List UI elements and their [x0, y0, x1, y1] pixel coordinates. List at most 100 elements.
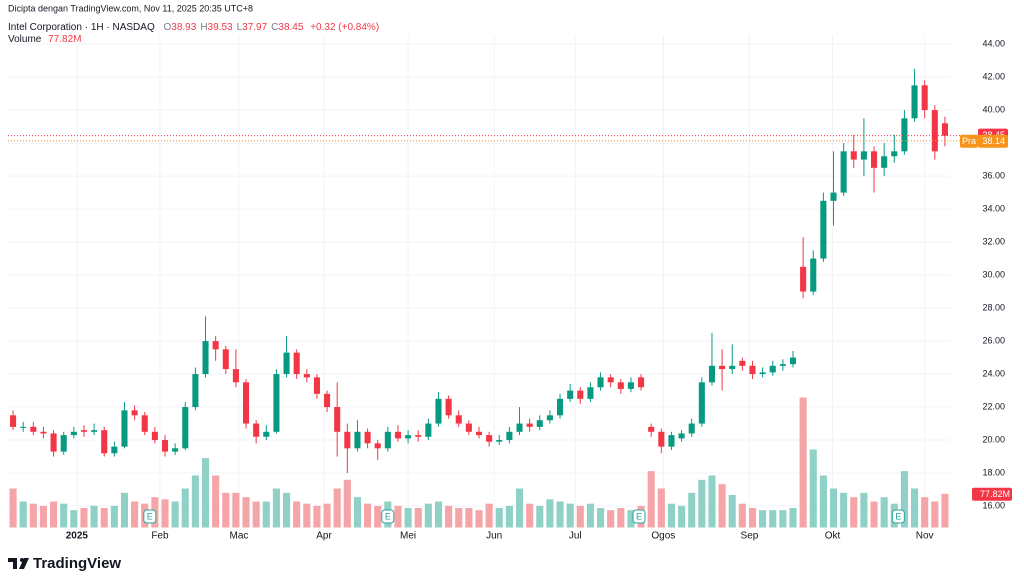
volume-bar — [667, 503, 675, 528]
volume-bar — [212, 475, 220, 528]
candle-body — [850, 151, 857, 160]
volume-bar — [110, 505, 118, 528]
candle-body — [668, 435, 675, 447]
candle-body — [536, 420, 543, 427]
earnings-badge — [381, 509, 395, 524]
volume-bar — [536, 505, 544, 528]
candle-body — [20, 426, 27, 428]
x-tick-label: Jul — [569, 531, 582, 542]
candle-body — [941, 123, 948, 136]
x-tick-label: Okt — [825, 531, 841, 542]
candle-body — [617, 382, 624, 389]
candle-body — [283, 352, 290, 375]
candle-body — [10, 415, 17, 427]
candle-body — [516, 423, 523, 432]
volume-bar — [769, 510, 777, 528]
candle-body — [840, 151, 847, 193]
volume-bar — [272, 488, 280, 528]
volume-bar — [424, 503, 432, 528]
x-tick-label: 2025 — [66, 531, 89, 542]
volume-bar — [515, 488, 524, 528]
volume-bar — [262, 501, 270, 528]
candle-body — [50, 433, 57, 452]
y-tick-label: 28.00 — [982, 302, 1005, 312]
volume-bar — [546, 499, 554, 528]
volume-bar — [921, 497, 929, 528]
ohlc-key: H — [200, 22, 207, 33]
candle-body — [779, 364, 786, 366]
y-tick-label: 36.00 — [982, 170, 1005, 180]
volume-title: Volume — [8, 34, 42, 45]
y-tick-label: 26.00 — [982, 335, 1005, 345]
volume-value: 77.82M — [48, 34, 81, 45]
credit: Dicipta dengan TradingView.com, Nov 11, … — [8, 3, 253, 13]
candle-body — [455, 415, 462, 424]
y-tick-label: 18.00 — [982, 467, 1005, 477]
volume-bar — [475, 510, 483, 528]
logo: TradingView — [8, 555, 121, 572]
candle-body — [30, 426, 37, 432]
candle-body — [698, 382, 705, 424]
volume-bar — [191, 475, 199, 528]
earnings-badge — [891, 509, 905, 524]
volume-bar — [850, 497, 858, 528]
volume-bar — [819, 475, 827, 528]
candle-body — [151, 431, 158, 441]
ohlc-value: 37.97 — [242, 22, 267, 33]
candle-body — [921, 85, 928, 111]
y-tick-label: 24.00 — [982, 368, 1005, 378]
candle-body — [506, 431, 513, 441]
candle-body — [263, 431, 270, 437]
candle-body — [638, 377, 645, 388]
candle-body — [658, 431, 665, 447]
premarket-tag-box — [960, 134, 978, 148]
volume-bar — [809, 449, 817, 528]
candle-body — [222, 349, 229, 370]
volume-bar — [434, 501, 443, 528]
volume-bar — [283, 492, 291, 528]
premarket-tag: Pra — [962, 136, 976, 146]
volume-bar — [647, 471, 655, 528]
y-tick-label: 22.00 — [982, 401, 1005, 411]
volume-bar — [627, 510, 635, 528]
axes: 16.00 18.00 20.00 22.00 24.00 26.00 28.00 30.00… — [8, 38, 1012, 542]
candle-body — [384, 431, 391, 449]
volume-bar — [657, 488, 665, 528]
candle-body — [719, 365, 726, 370]
candle-body — [810, 258, 817, 292]
candle-body — [546, 415, 553, 421]
volume-bar — [171, 501, 179, 528]
ohlc-value: 38.45 — [278, 22, 303, 33]
volume-bar — [698, 479, 706, 528]
volume-bar — [161, 499, 169, 528]
volume-bar — [576, 505, 584, 528]
candle-body — [830, 192, 837, 201]
symbol-title: Intel Corporation · 1H · NASDAQ — [8, 22, 155, 33]
candle-body — [729, 365, 736, 370]
x-tick-label: Nov — [916, 531, 934, 542]
volume-bar — [364, 503, 372, 528]
candle-body — [80, 430, 88, 432]
candle-body — [891, 151, 898, 157]
volume-bar — [860, 492, 868, 528]
volume-bar — [222, 492, 230, 528]
volume-bar — [303, 503, 311, 528]
change: +0.32 (+0.84%) — [310, 22, 379, 33]
volume-bar — [505, 505, 513, 528]
volume-bar — [445, 505, 453, 528]
candle-body — [496, 440, 503, 442]
volume-bar — [748, 508, 757, 528]
y-tick-label: 42.00 — [982, 71, 1005, 81]
y-tick-label: 20.00 — [982, 434, 1005, 444]
candle-body — [394, 431, 402, 439]
candle-body — [800, 266, 807, 292]
candle-body — [597, 377, 604, 388]
candle-body — [293, 352, 300, 375]
y-tick-label: 40.00 — [982, 104, 1005, 114]
candle-body — [242, 382, 250, 424]
volume-bar — [252, 501, 260, 528]
volume-bar — [728, 495, 736, 528]
candle-body — [881, 156, 888, 168]
volume-bar — [232, 492, 240, 528]
